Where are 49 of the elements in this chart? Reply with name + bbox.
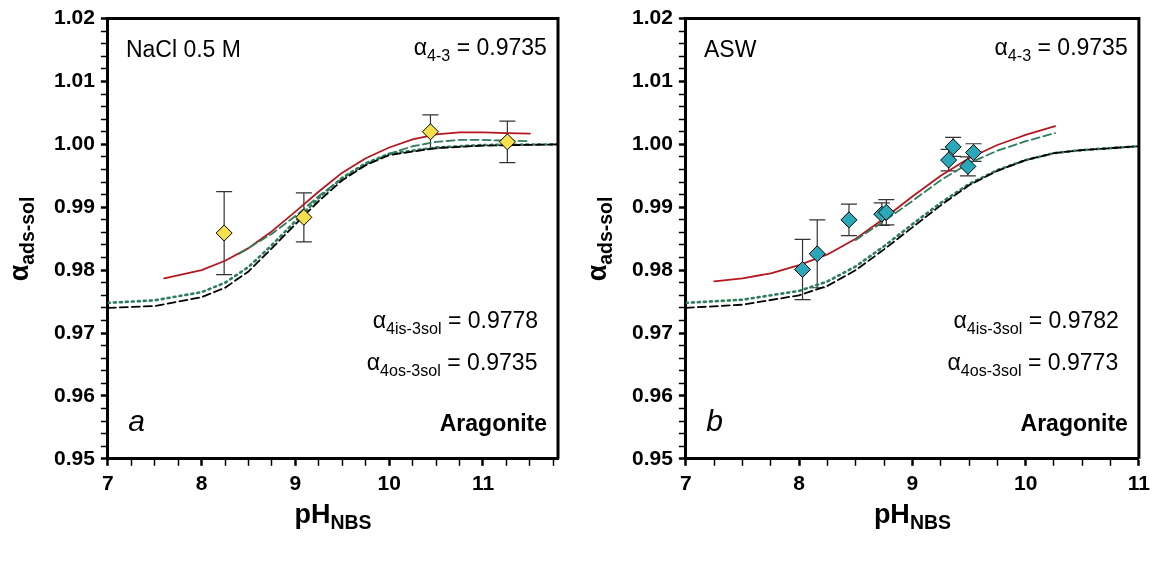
y-tick-label: 1.00 (54, 131, 95, 155)
annotation: Aragonite (439, 410, 548, 437)
x-tick-label: 10 (377, 471, 401, 495)
annotation: α$_{4-3}$ = 0.9735 (413, 33, 547, 64)
point (215, 224, 233, 242)
y-tick-label: 1.00 (632, 131, 673, 155)
x-tick-label: 8 (793, 471, 806, 495)
y-tick-label: 0.98 (54, 256, 96, 280)
x-axis-title: pH$_{NBS}$ (873, 498, 951, 534)
y-tick-label: 0.99 (54, 194, 95, 218)
x-tick-label: 8 (195, 471, 208, 495)
y-tick-label: 0.96 (54, 382, 95, 406)
y-tick-label: 0.96 (632, 382, 673, 406)
point (498, 133, 516, 151)
x-tick-label: 9 (906, 471, 919, 495)
x-tick-label: 10 (1013, 471, 1038, 495)
y-tick-label: 0.95 (54, 445, 96, 469)
annotation: α$_{4is-3sol}$ = 0.9778 (372, 306, 539, 337)
y-tick-label: 1.02 (632, 5, 673, 29)
y-tick-label: 0.97 (54, 319, 95, 343)
x-tick-label: 7 (680, 471, 692, 495)
point (808, 245, 826, 263)
annotation: NaCl 0.5 M (125, 35, 241, 62)
point (840, 211, 858, 229)
annotation: Aragonite (1020, 410, 1128, 437)
annotation: α$_{4os-3sol}$ = 0.9773 (947, 348, 1119, 379)
annotation: ASW (703, 35, 757, 62)
point (877, 203, 895, 221)
annotation: α$_{4os-3sol}$ = 0.9735 (366, 348, 538, 379)
y-tick-label: 1.01 (632, 68, 674, 92)
y-tick-label: 0.97 (632, 319, 673, 343)
point (295, 208, 313, 226)
point (421, 123, 439, 141)
y-tick-label: 0.99 (632, 194, 673, 218)
line-series (854, 132, 1056, 241)
y-tick-label: 1.02 (54, 5, 95, 29)
x-tick-label: 11 (471, 471, 495, 495)
annotation: a (128, 404, 145, 438)
x-tick-label: 7 (102, 471, 114, 495)
y-tick-label: 0.98 (632, 256, 674, 280)
annotation: α$_{4is-3sol}$ = 0.9782 (953, 306, 1119, 337)
x-tick-label: 9 (289, 471, 302, 495)
y-tick-label: 0.95 (632, 445, 674, 469)
x-axis-title: pH$_{NBS}$ (294, 498, 372, 534)
x-tick-label: 11 (1127, 471, 1151, 495)
annotation: b (706, 404, 723, 438)
y-tick-label: 1.01 (54, 68, 96, 92)
point (794, 261, 812, 279)
annotation: α$_{4-3}$ = 0.9735 (994, 33, 1128, 64)
